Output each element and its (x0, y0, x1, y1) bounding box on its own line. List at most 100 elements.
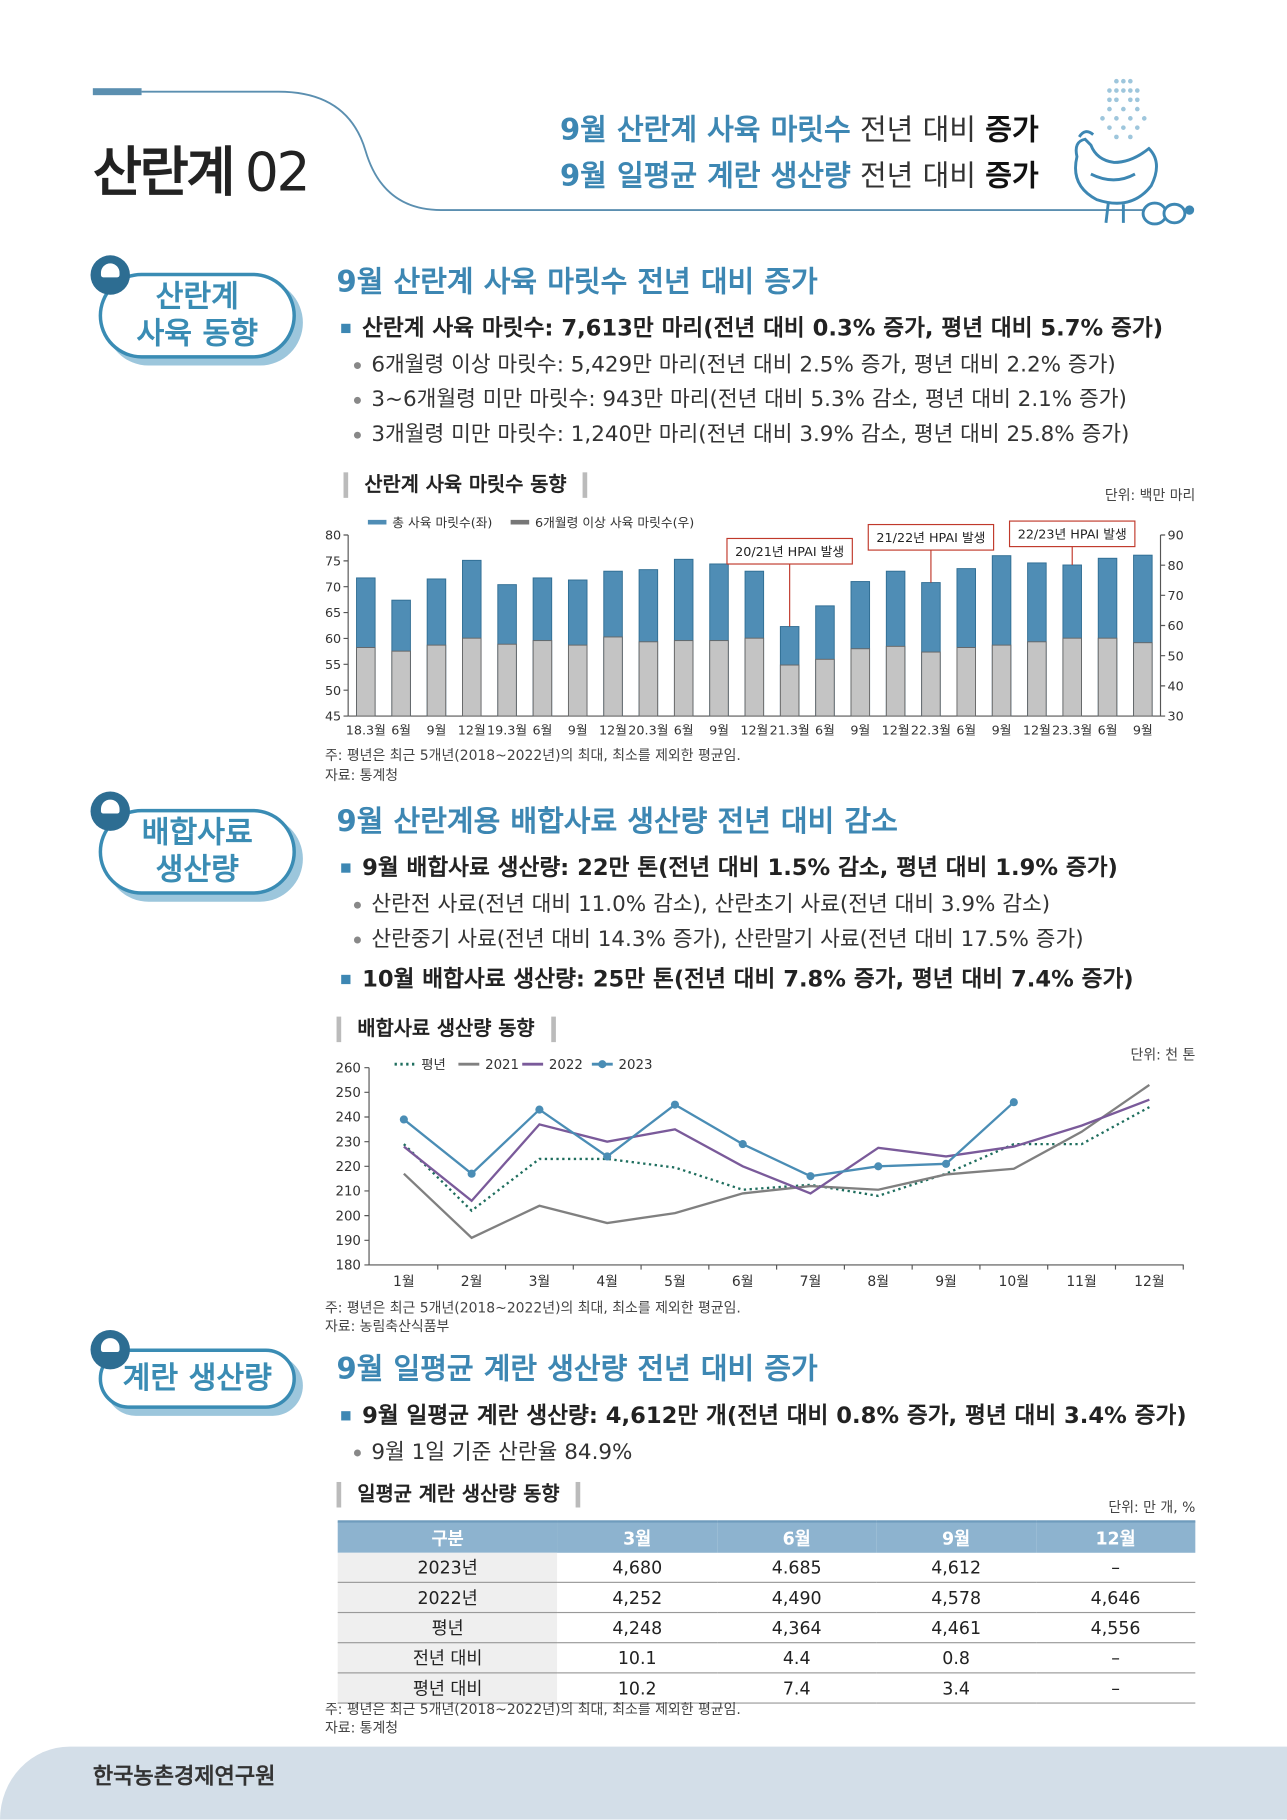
section-label: 배합사료 생산량 (98, 808, 296, 895)
y-tick-label: 250 (335, 1086, 360, 1101)
bar (709, 640, 729, 717)
table-cell: 4,578 (876, 1582, 1036, 1614)
row-header: 전년 대비 (337, 1642, 558, 1674)
bar (1133, 642, 1153, 717)
row-header: 평년 (337, 1612, 558, 1644)
row-header: 2022년 (337, 1582, 558, 1614)
x-tick-label: 6월 (815, 724, 835, 739)
section-heading: 9월 산란계용 배합사료 생산량 전년 대비 감소 (336, 804, 898, 838)
x-tick-label: 23.3월 (1052, 724, 1092, 739)
row-header: 평년 대비 (337, 1672, 558, 1704)
x-tick-label: 1월 (393, 1274, 415, 1290)
column-header: 12월 (1035, 1520, 1196, 1553)
table-row: 평년 대비 10.2 7.4 3.4– (337, 1672, 1196, 1704)
x-tick-label: 6월 (956, 724, 976, 739)
header-decoration (92, 78, 1195, 226)
table-cell: 4,556 (1035, 1612, 1196, 1644)
section-heading: 9월 일평균 계란 생산량 전년 대비 증가 (336, 1351, 818, 1386)
column-header: 3월 (557, 1520, 717, 1553)
x-tick-label: 7월 (800, 1274, 822, 1290)
y-tick-label: 220 (335, 1160, 360, 1175)
chart-title: 배합사료 생산량 동향 (336, 1016, 556, 1043)
y-tick-label: 190 (335, 1234, 360, 1249)
y-tick-label: 80 (325, 529, 341, 544)
table-cell: 0.8 (876, 1642, 1036, 1674)
bar (850, 648, 871, 717)
chart-source: 자료: 농림축산식품부 (324, 1318, 450, 1335)
chart-title: 산란계 사육 마릿수 동향 (343, 472, 588, 498)
legend-label: 2023 (619, 1058, 653, 1073)
column-header: 9월 (876, 1520, 1036, 1553)
bar (885, 645, 906, 717)
x-tick-label: 9월 (709, 724, 729, 739)
chart: 45 50 55 60 65 70 75 80 30 40 50 60 70 80 90 18.3월 6월 9월 1… (325, 516, 1184, 739)
headline-middle: 전년 대비 (859, 112, 976, 147)
table-title: 일평균 계란 생산량 동향 (336, 1481, 581, 1508)
table-row: 평년 4,248 4,364 4,461 4,556 (337, 1612, 1196, 1644)
x-tick-label: 3월 (529, 1274, 551, 1290)
sub-bullet: 3~6개월령 미만 마릿수: 943만 마리(전년 대비 5.3% 감소, 평년… (337, 383, 1219, 418)
curve-dot (1184, 205, 1195, 215)
chicken-illustration (1074, 130, 1187, 226)
legend-label: 평년 (421, 1057, 446, 1073)
bar (497, 643, 517, 717)
main-bullet: 산란계 사육 마릿수: 7,613만 마리(전년 대비 0.3% 증가, 평년 … (337, 309, 1219, 348)
bar (921, 651, 941, 717)
main-bullet: 10월 배합사료 생산량: 25만 톤(전년 대비 7.8% 증가, 평년 대비… (337, 960, 1219, 999)
series-line (403, 1083, 1151, 1240)
x-tick-label: 12월 (458, 724, 486, 739)
section-body: 9월 산란계용 배합사료 생산량 전년 대비 감소 9월 배합사료 생산량: 22… (337, 802, 1219, 999)
data-table: 구분 3월 6월 9월 12월 2023년 4,680 4.685 4,612–2022년 4,2… (337, 1520, 1196, 1704)
bar (815, 658, 835, 717)
y2-tick-label: 90 (1167, 529, 1183, 544)
bar (391, 650, 411, 717)
headline: 9월 일평균 계란 생산량 전년 대비 증가 (560, 153, 1039, 195)
table-cell: – (1035, 1642, 1196, 1674)
x-tick-label: 4월 (596, 1274, 618, 1290)
headline-emphasis: 증가 (985, 158, 1039, 193)
table-cell: 4,612 (876, 1552, 1036, 1583)
table-cell: 4,646 (1035, 1582, 1196, 1614)
annotation-box (1008, 520, 1136, 548)
label-line: 산란계 (155, 279, 239, 315)
table-cell: 4,461 (876, 1612, 1036, 1644)
x-tick-label: 6월 (732, 1274, 754, 1290)
annotation-box (726, 537, 853, 565)
point (941, 1159, 951, 1168)
section-heading: 9월 산란계 사육 마릿수 전년 대비 증가 (336, 264, 818, 299)
chart-unit: 단위: 백만 마리 (1104, 487, 1196, 504)
annotation-text: 20/21년 HPAI 발생 (735, 545, 844, 560)
point (806, 1172, 815, 1181)
table-cell: – (1035, 1672, 1196, 1704)
x-tick-label: 20.3월 (628, 724, 668, 739)
y-tick-label: 75 (325, 554, 341, 569)
chart-note: 주: 평년은 최근 5개년(2018~2022년)의 최대, 최소를 제외한 평… (324, 747, 741, 764)
table-cell: 10.2 (557, 1672, 717, 1704)
y-tick-label: 50 (325, 684, 341, 699)
sub-bullet: 산란중기 사료(전년 대비 14.3% 증가), 산란말기 사료(전년 대비 1… (337, 923, 1219, 958)
table-source: 자료: 통계청 (324, 1719, 399, 1737)
point (603, 1152, 612, 1161)
x-tick-label: 19.3월 (487, 724, 527, 739)
point (535, 1105, 544, 1114)
point (738, 1140, 747, 1149)
point (1009, 1098, 1018, 1107)
table-cell: 4.685 (716, 1552, 877, 1583)
sub-bullet: 3개월령 미만 마릿수: 1,240만 마리(전년 대비 3.9% 감소, 평년… (337, 418, 1219, 453)
x-tick-label: 12월 (740, 724, 768, 739)
sub-bullet: 6개월령 이상 마릿수: 5,429만 마리(전년 대비 2.5% 증가, 평년… (337, 348, 1219, 383)
table-cell: 4,252 (557, 1582, 717, 1614)
footer-text: 한국농촌경제연구원 (92, 1763, 276, 1790)
legend-label: 2021 (485, 1058, 519, 1073)
title-number: 02 (244, 140, 311, 204)
column-header: 6월 (716, 1520, 877, 1553)
bar (1062, 637, 1082, 717)
page-title: 산란계 02 (93, 130, 311, 207)
x-tick-label: 9월 (935, 1274, 957, 1290)
annotation-text: 22/23년 HPAI 발생 (1018, 527, 1127, 542)
x-tick-label: 9월 (1133, 724, 1153, 739)
x-tick-label: 6월 (1098, 724, 1118, 739)
legend-label: 6개월령 이상 사육 마릿수(우) (535, 516, 694, 531)
